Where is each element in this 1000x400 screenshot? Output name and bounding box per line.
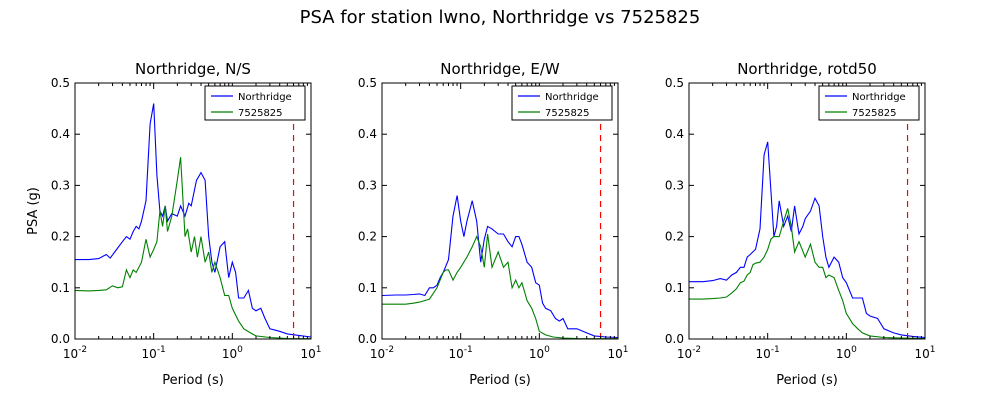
y-tick-label: 0.1 [665,281,684,295]
axes-frame [74,82,312,340]
y-tick-label: 0.3 [51,178,70,192]
x-tick-base: 10 [142,347,157,361]
chart-title: Northridge, rotd50 [737,60,877,78]
x-axis-label: Period (s) [776,373,838,388]
x-tick-base: 10 [914,347,929,361]
x-tick-exponent: -1 [771,345,780,355]
x-tick-exponent: 0 [237,345,243,355]
series-line-simulation [689,208,925,339]
y-tick-label: 0.3 [358,178,377,192]
chart-title: Northridge, N/S [135,60,251,78]
chart-panel-1: Northridge, N/S0.00.10.20.30.40.510-2 10-… [26,60,322,388]
chart-panel-3: Northridge, rotd500.00.10.20.30.40.510-2… [665,60,936,388]
series-line-simulation [75,157,311,339]
y-tick-label: 0.2 [358,230,377,244]
legend-label: 7525825 [852,108,897,119]
x-tick-exponent: -2 [385,345,394,355]
x-tick-exponent: -1 [464,345,473,355]
x-tick-base: 10 [222,347,237,361]
x-tick-label: 101 [914,345,935,361]
x-tick-base: 10 [529,347,544,361]
y-tick-label: 0.2 [51,230,70,244]
x-tick-exponent: 0 [851,345,857,355]
axes-frame [688,82,926,340]
x-tick-label: 10-2 [677,345,701,361]
x-tick-label: 10-1 [142,345,166,361]
figure-suptitle: PSA for station lwno, Northridge vs 7525… [300,7,701,28]
y-tick-label: 0.4 [51,127,70,141]
x-tick-exponent: -2 [692,345,701,355]
y-tick-label: 0.4 [358,127,377,141]
x-tick-label: 101 [300,345,321,361]
x-tick-base: 10 [370,347,385,361]
x-tick-base: 10 [607,347,622,361]
y-tick-label: 0.0 [358,332,377,346]
chart-panel-2: Northridge, E/W0.00.10.20.30.40.510-2 10-… [358,60,629,388]
series-line-northridge [75,103,311,338]
legend-box [204,85,306,121]
x-tick-base: 10 [836,347,851,361]
legend: Northridge 7525825 [511,85,613,121]
y-tick-label: 0.5 [665,76,684,90]
x-tick-exponent: 1 [930,345,936,355]
x-tick-base: 10 [63,347,78,361]
axes-frame [381,82,619,340]
x-tick-base: 10 [677,347,692,361]
panels: Northridge, N/S0.00.10.20.30.40.510-2 10-… [26,60,936,388]
x-axis-label: Period (s) [469,373,531,388]
y-tick-label: 0.0 [51,332,70,346]
x-tick-label: 100 [836,345,857,361]
x-tick-label: 100 [529,345,550,361]
series-line-northridge [689,141,925,339]
y-tick-label: 0.2 [665,230,684,244]
legend-box [511,85,613,121]
x-tick-label: 10-2 [63,345,87,361]
x-tick-exponent: -1 [157,345,166,355]
x-tick-base: 10 [449,347,464,361]
y-tick-label: 0.1 [51,281,70,295]
y-tick-label: 0.5 [358,76,377,90]
legend-label: Northridge [238,92,292,103]
x-tick-label: 10-2 [370,345,394,361]
legend-label: Northridge [545,92,599,103]
x-tick-base: 10 [300,347,315,361]
y-axis-label: PSA (g) [26,187,41,235]
x-tick-exponent: -2 [78,345,87,355]
x-tick-label: 10-1 [449,345,473,361]
x-tick-exponent: 0 [544,345,550,355]
x-tick-exponent: 1 [623,345,629,355]
x-tick-label: 101 [607,345,628,361]
x-axis-label: Period (s) [162,373,224,388]
legend-label: 7525825 [545,108,590,119]
y-tick-label: 0.3 [665,178,684,192]
chart-title: Northridge, E/W [440,60,560,78]
y-tick-label: 0.4 [665,127,684,141]
series-line-northridge [382,195,618,339]
legend-label: Northridge [852,92,906,103]
legend: Northridge 7525825 [818,85,920,121]
legend-box [818,85,920,121]
x-tick-label: 100 [222,345,243,361]
x-tick-base: 10 [756,347,771,361]
y-tick-label: 0.5 [51,76,70,90]
x-tick-exponent: 1 [316,345,322,355]
x-tick-label: 10-1 [756,345,780,361]
legend: Northridge 7525825 [204,85,306,121]
y-tick-label: 0.1 [358,281,377,295]
y-tick-label: 0.0 [665,332,684,346]
legend-label: 7525825 [238,108,283,119]
series-line-simulation [382,233,618,339]
